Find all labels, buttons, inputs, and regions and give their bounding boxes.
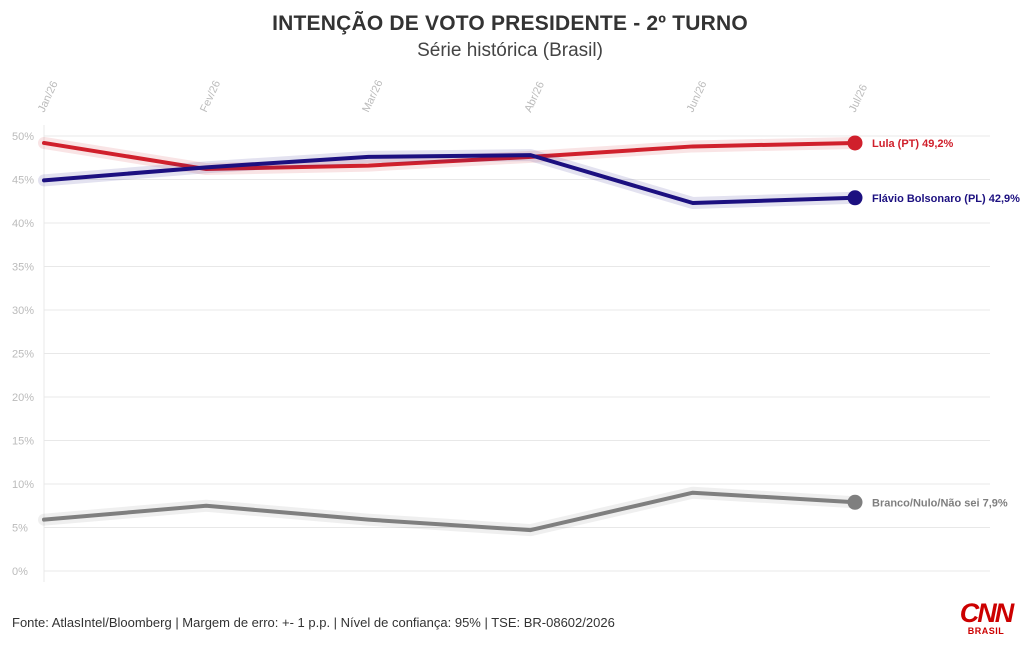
series-end-label: Branco/Nulo/Não sei 7,9%	[872, 497, 1008, 509]
series-end-point	[847, 494, 863, 510]
logo-brasil-text: BRASIL	[967, 626, 1005, 636]
series-lines	[38, 136, 861, 537]
x-tick-label: Fev/26	[198, 79, 223, 115]
y-tick-label: 5%	[12, 523, 28, 535]
cnn-brasil-logo: CNN BRASIL	[956, 600, 1016, 640]
series-end-point	[847, 190, 863, 206]
chart-title: INTENÇÃO DE VOTO PRESIDENTE - 2º TURNO	[272, 12, 748, 35]
y-tick-label: 35%	[12, 262, 34, 274]
x-tick-label: Abr/26	[522, 80, 547, 114]
x-tick-label: Jun/26	[685, 79, 710, 114]
series-end-label: Flávio Bolsonaro (PL) 42,9%	[872, 193, 1020, 205]
y-tick-label: 10%	[12, 479, 34, 491]
y-tick-label: 50%	[12, 131, 34, 143]
series-line	[42, 153, 857, 205]
grid-lines	[43, 125, 990, 582]
series-line	[42, 490, 857, 533]
line-chart: 0% 5% 10% 15% 20% 25% 30% 35% 40% 45% 50% Jan/26 Fe…	[12, 78, 1020, 582]
series-end-point	[847, 135, 863, 151]
x-tick-label: Mar/26	[360, 78, 385, 114]
logo-cnn-text: CNN	[959, 598, 1015, 628]
y-tick-label: 15%	[12, 436, 34, 448]
y-tick-label: 40%	[12, 218, 34, 230]
series-end-label: Lula (PT) 49,2%	[872, 138, 954, 150]
chart-subtitle: Série histórica (Brasil)	[417, 40, 603, 61]
source-footer: Fonte: AtlasIntel/Bloomberg | Margem de …	[12, 615, 615, 630]
x-tick-label: Jan/26	[36, 79, 61, 114]
x-tick-label: Jul/26	[847, 83, 870, 115]
x-axis-ticks: Jan/26 Fev/26 Mar/26 Abr/26 Jun/26 Jul/26	[36, 78, 870, 114]
y-axis-ticks: 0% 5% 10% 15% 20% 25% 30% 35% 40% 45% 50%	[12, 131, 34, 578]
y-tick-label: 0%	[12, 566, 28, 578]
y-tick-label: 30%	[12, 305, 34, 317]
y-tick-label: 25%	[12, 349, 34, 361]
y-tick-label: 20%	[12, 392, 34, 404]
y-tick-label: 45%	[12, 175, 34, 187]
series-end-labels: Lula (PT) 49,2% Flávio Bolsonaro (PL) 42,…	[847, 135, 1020, 510]
series-line	[42, 140, 857, 172]
